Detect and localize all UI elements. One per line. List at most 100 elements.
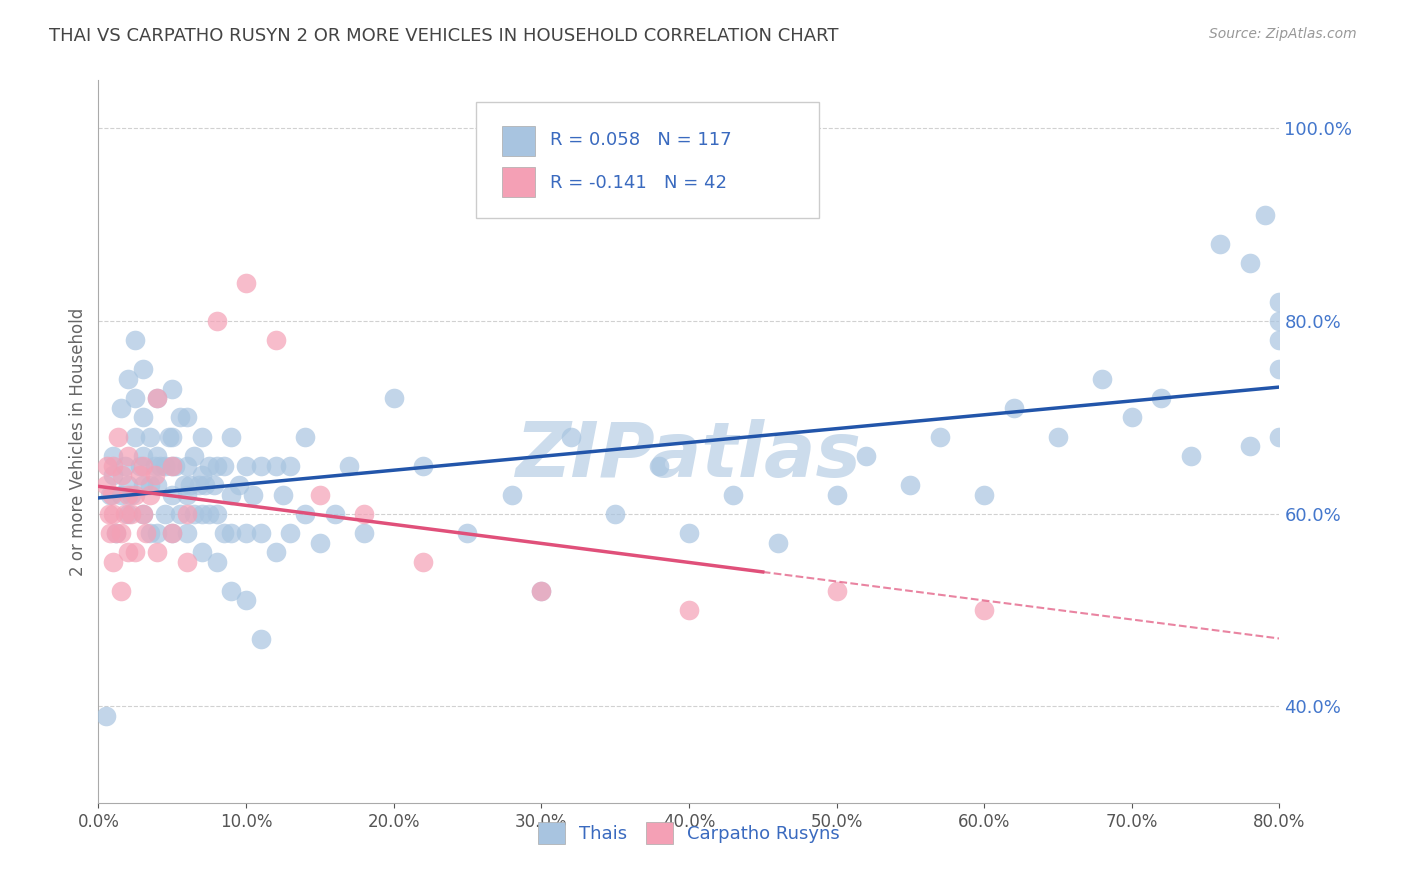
Point [153, 458, 176, 473]
Point [176, 410, 198, 425]
Point [235, 526, 257, 541]
FancyBboxPatch shape [502, 167, 536, 197]
Point [153, 507, 176, 521]
Point [124, 430, 146, 444]
Point [250, 458, 273, 473]
Text: THAI VS CARPATHO RUSYN 2 OR MORE VEHICLES IN HOUSEHOLD CORRELATION CHART: THAI VS CARPATHO RUSYN 2 OR MORE VEHICLE… [49, 27, 839, 45]
Point [250, 526, 273, 541]
Point [176, 487, 198, 501]
Point [139, 526, 162, 541]
Point [110, 487, 132, 501]
Point [139, 430, 162, 444]
Point [117, 449, 139, 463]
Point [173, 478, 195, 492]
Point [264, 334, 287, 348]
Point [146, 545, 169, 559]
Point [132, 507, 155, 521]
Point [309, 535, 332, 549]
Point [221, 487, 243, 501]
Point [339, 458, 361, 473]
Point [176, 507, 198, 521]
Point [191, 430, 214, 444]
FancyBboxPatch shape [502, 126, 536, 156]
Point [114, 507, 136, 521]
Point [530, 583, 553, 598]
Point [96, 458, 118, 473]
Point [1268, 430, 1291, 444]
Point [124, 334, 146, 348]
Point [235, 276, 257, 290]
Point [191, 468, 214, 483]
Point [1268, 294, 1291, 309]
Point [146, 526, 169, 541]
Point [198, 458, 221, 473]
Point [132, 449, 155, 463]
Point [205, 507, 228, 521]
Point [973, 603, 995, 617]
Point [825, 583, 848, 598]
Point [120, 507, 142, 521]
Point [114, 458, 136, 473]
Point [929, 430, 952, 444]
Point [94, 478, 117, 492]
Point [103, 507, 125, 521]
Point [176, 458, 198, 473]
Point [235, 458, 257, 473]
Point [205, 555, 228, 569]
Point [242, 487, 264, 501]
Point [280, 526, 302, 541]
Point [98, 526, 121, 541]
Point [221, 526, 243, 541]
Point [973, 487, 995, 501]
Point [169, 410, 191, 425]
Point [132, 507, 155, 521]
Point [825, 487, 848, 501]
Point [132, 362, 155, 376]
Point [157, 430, 180, 444]
Point [1239, 256, 1261, 270]
Text: Source: ZipAtlas.com: Source: ZipAtlas.com [1209, 27, 1357, 41]
Point [1150, 391, 1173, 405]
Point [1002, 401, 1025, 415]
Point [198, 507, 221, 521]
Point [117, 478, 139, 492]
Point [146, 391, 169, 405]
Point [117, 372, 139, 386]
Legend: Thais, Carpatho Rusyns: Thais, Carpatho Rusyns [530, 815, 848, 852]
Point [264, 545, 287, 559]
Point [1268, 362, 1291, 376]
Point [110, 401, 132, 415]
Point [294, 507, 316, 521]
Point [105, 526, 128, 541]
Point [412, 555, 434, 569]
Point [100, 487, 122, 501]
Point [1091, 372, 1114, 386]
Point [117, 545, 139, 559]
Point [117, 507, 139, 521]
Point [382, 391, 405, 405]
Point [235, 593, 257, 607]
Point [191, 507, 214, 521]
Point [110, 583, 132, 598]
Point [103, 458, 125, 473]
Point [530, 583, 553, 598]
Text: R = -0.141   N = 42: R = -0.141 N = 42 [550, 174, 727, 192]
Point [1209, 237, 1232, 252]
Point [501, 487, 523, 501]
Point [176, 555, 198, 569]
Point [179, 478, 201, 492]
Point [457, 526, 479, 541]
Point [212, 458, 235, 473]
Point [723, 487, 745, 501]
Point [202, 478, 225, 492]
Point [162, 382, 183, 396]
Point [149, 458, 172, 473]
Point [323, 507, 346, 521]
Point [353, 526, 375, 541]
Point [280, 458, 302, 473]
Point [103, 468, 125, 483]
Point [169, 507, 191, 521]
Point [183, 507, 205, 521]
Point [228, 478, 250, 492]
Point [648, 458, 671, 473]
